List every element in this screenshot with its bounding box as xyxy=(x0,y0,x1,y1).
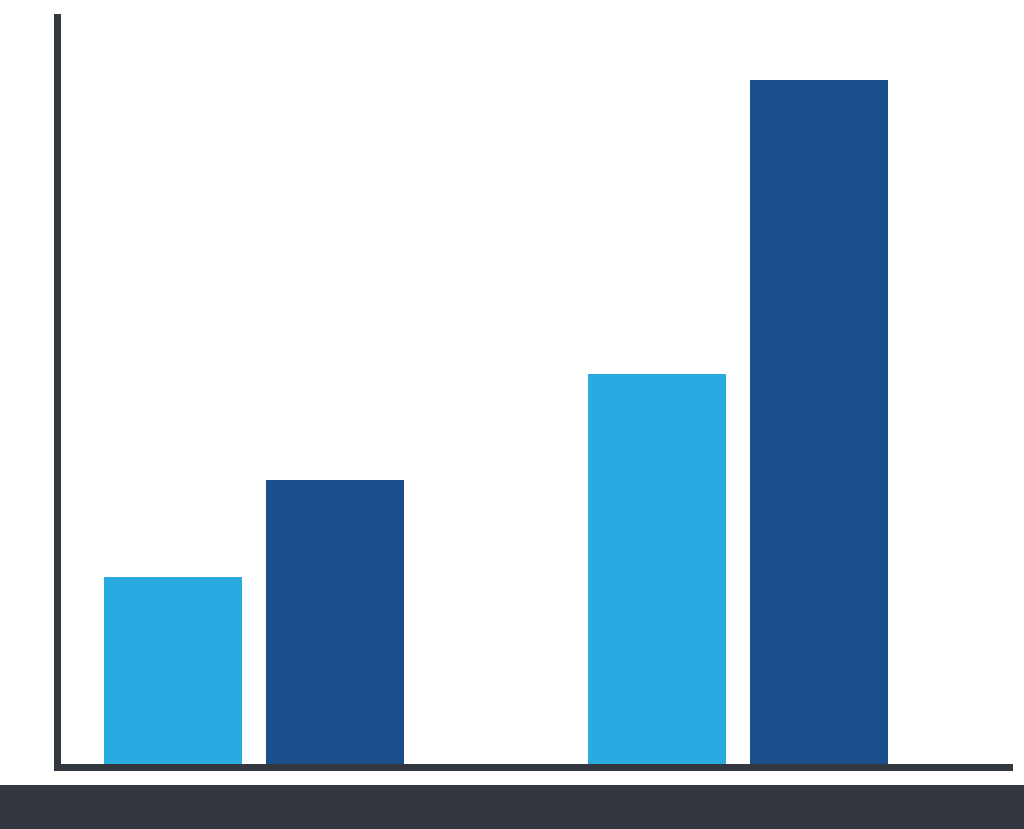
bar-group0-0 xyxy=(104,577,242,764)
bottom-band xyxy=(0,785,1024,829)
bar-group0-1 xyxy=(266,480,404,764)
bar-group1-1 xyxy=(750,80,888,764)
bar-chart xyxy=(0,0,1024,829)
x-axis xyxy=(54,764,1013,771)
y-axis xyxy=(54,14,61,771)
bar-group1-0 xyxy=(588,374,726,764)
